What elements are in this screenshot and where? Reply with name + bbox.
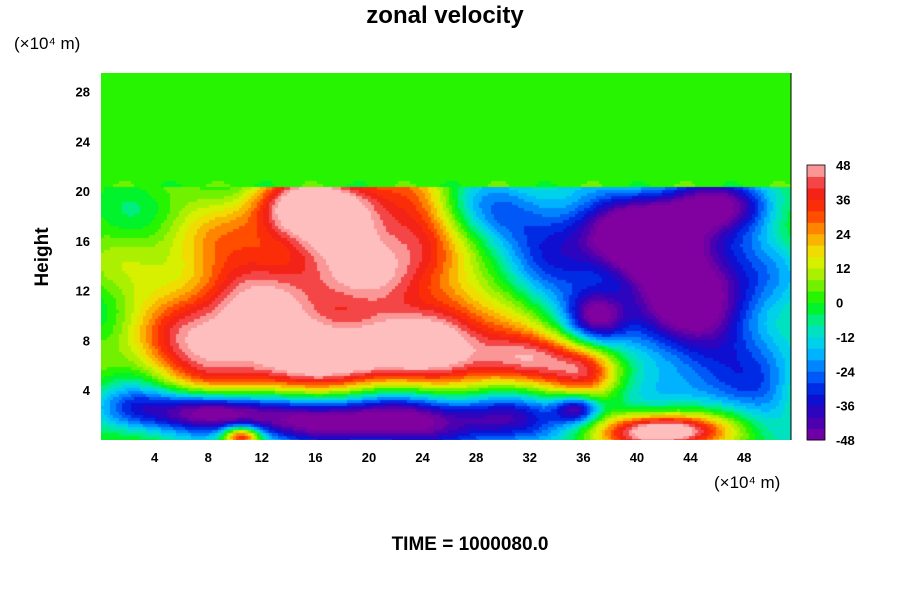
colorbar-band (807, 302, 825, 315)
x-tick-label: 20 (362, 450, 376, 465)
heatmap-plot-area (101, 73, 792, 440)
velocity-field (101, 73, 791, 440)
colorbar (806, 164, 826, 441)
chart-title: zonal velocity (366, 2, 524, 29)
colorbar-band (807, 371, 825, 384)
time-label: TIME = 1000080.0 (392, 534, 549, 555)
colorbar-tick-label: 12 (836, 261, 850, 276)
y-tick-label: 20 (76, 184, 90, 199)
colorbar-ticks: 48 36 24 12 0 -12 -24 -36 -48 (836, 158, 856, 448)
x-tick-label: 36 (576, 450, 590, 465)
y-axis-unit: (×10⁴ m) (14, 34, 80, 53)
colorbar-band (807, 245, 825, 258)
colorbar-band (807, 256, 825, 269)
colorbar-tick-label: 24 (836, 227, 851, 242)
x-tick-label: 24 (415, 450, 430, 465)
colorbar-tick-label: -36 (836, 399, 855, 414)
colorbar-band (807, 336, 825, 349)
x-tick-label: 8 (205, 450, 212, 465)
colorbar-band (807, 187, 825, 200)
colorbar-tick-label: -48 (836, 433, 855, 448)
colorbar-band (807, 199, 825, 212)
y-tick-label: 16 (76, 234, 90, 249)
x-tick-label: 4 (151, 450, 159, 465)
y-tick-label: 28 (76, 85, 90, 100)
colorbar-tick-label: 0 (836, 296, 843, 311)
x-tick-label: 12 (255, 450, 269, 465)
colorbar-tick-label: -24 (836, 364, 856, 379)
colorbar-tick-label: -12 (836, 330, 855, 345)
colorbar-band (807, 176, 825, 189)
x-tick-label: 32 (523, 450, 537, 465)
y-axis-label: Height (32, 227, 53, 287)
x-tick-label: 44 (683, 450, 698, 465)
y-tick-label: 8 (83, 333, 90, 348)
colorbar-band (807, 417, 825, 430)
x-tick-label: 48 (737, 450, 751, 465)
colorbar-band (807, 165, 825, 177)
x-axis-ticks: 4 8 12 16 20 24 28 32 36 40 44 48 (151, 450, 751, 465)
colorbar-band (807, 222, 825, 235)
colorbar-band (807, 313, 825, 326)
y-tick-label: 12 (76, 284, 90, 299)
y-axis-ticks: 4 8 12 16 20 24 28 (76, 85, 91, 399)
y-tick-label: 24 (76, 134, 91, 149)
x-axis-unit: (×10⁴ m) (714, 473, 780, 492)
colorbar-band (807, 325, 825, 338)
x-tick-label: 40 (630, 450, 644, 465)
colorbar-band (807, 291, 825, 303)
colorbar-band (807, 279, 825, 292)
colorbar-band (807, 394, 825, 407)
y-tick-label: 4 (83, 383, 91, 398)
x-tick-label: 16 (308, 450, 322, 465)
colorbar-tick-label: 48 (836, 158, 850, 173)
colorbar-band (807, 359, 825, 372)
colorbar-band (807, 382, 825, 395)
x-tick-label: 28 (469, 450, 483, 465)
colorbar-frame (806, 164, 826, 441)
colorbar-band (807, 348, 825, 361)
colorbar-band (807, 428, 825, 441)
colorbar-band (807, 268, 825, 281)
colorbar-tick-label: 36 (836, 192, 850, 207)
colorbar-band (807, 210, 825, 223)
colorbar-band (807, 405, 825, 418)
colorbar-band (807, 233, 825, 246)
